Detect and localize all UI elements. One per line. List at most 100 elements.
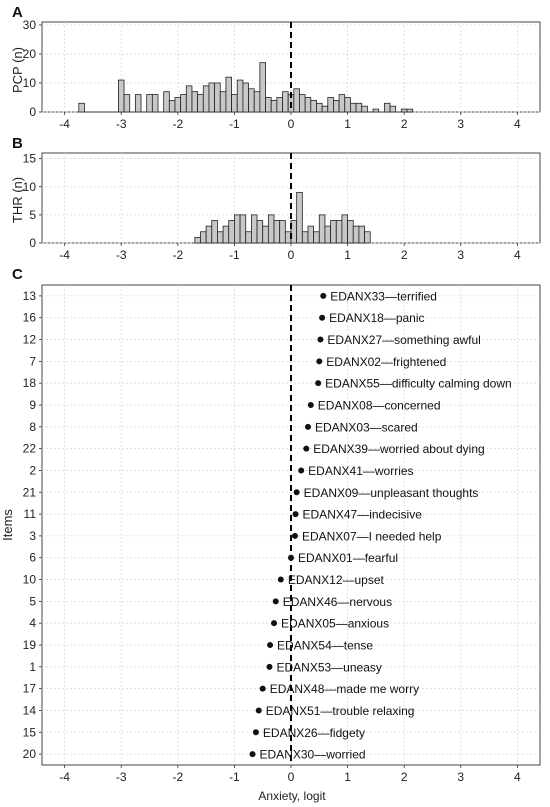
panel-c-point-label: EDANX02—frightened (326, 355, 446, 369)
panel-c-y-tick-label: 22 (23, 442, 37, 456)
panel-b-x-tick-label: -2 (172, 248, 183, 262)
panel-c-point (315, 380, 322, 387)
panel-b-bar (313, 231, 320, 244)
panel-a-bar (400, 108, 408, 113)
panel-a-bar (180, 94, 187, 113)
panel-b-bar (273, 220, 281, 244)
panel-b-x-tick-label: 1 (344, 248, 351, 262)
panel-a-bar (304, 97, 312, 113)
panel-b: B THR (n) -4 -3 -2 -1 0 1 2 3 4 0 5 10 15 (10, 135, 541, 262)
panel-b-bar (318, 214, 326, 244)
panel-b-bar (358, 225, 365, 244)
panel-a-bar (168, 99, 176, 113)
panel-a-x-tick-label: -3 (116, 117, 127, 131)
panel-c-point (320, 292, 327, 299)
panel-a-y-tick-label: 0 (29, 105, 36, 119)
panel-c-point (266, 663, 273, 670)
panel-c-y-tick-label: 2 (29, 463, 36, 477)
panel-c-point-label: EDANX46—nervous (283, 595, 392, 609)
panel-c-point-label: EDANX55—difficulty calming down (325, 377, 512, 391)
panel-b-y-tick-label: 5 (29, 208, 36, 222)
panel-c-point-label: EDANX53—uneasy (276, 660, 381, 674)
panel-a-bar (146, 94, 153, 113)
panel-c-y-tick-label: 13 (23, 289, 37, 303)
panel-a-bar (270, 99, 278, 113)
panel-a-bar (389, 105, 397, 113)
panel-c-point (255, 707, 262, 714)
panel-b-y-tick-label: 15 (23, 152, 37, 166)
panel-b-bar (239, 214, 247, 244)
panel-a-bar (265, 97, 272, 113)
panel-b-bar (347, 220, 354, 244)
panel-c-point (288, 554, 294, 561)
panel-a-bar (372, 108, 380, 113)
panel-a-bar (134, 94, 142, 113)
panel-c-point-label: EDANX26—fidgety (263, 726, 365, 740)
panel-b-bar (245, 231, 252, 244)
panel-b-bar (211, 220, 218, 244)
panel-c-point-label: EDANX47—indecisive (303, 508, 423, 522)
panel-a-bar (259, 62, 266, 113)
panel-a-y-tick-label: 20 (23, 47, 37, 61)
panel-b-x-tick-label: -4 (59, 248, 70, 262)
panel-b-x-tick-label: -3 (116, 248, 127, 262)
panel-a-label: A (12, 4, 23, 21)
panel-a-x-tick-label: 4 (514, 117, 521, 131)
panel-b-bar (262, 225, 269, 244)
panel-c-point (249, 751, 256, 758)
panel-c-point-label: EDANX07—I needed help (302, 529, 442, 543)
panel-c-y-tick-label: 16 (23, 311, 37, 325)
panel-c-point-label: EDANX33—terrified (330, 289, 437, 303)
panel-c-y-axis-label: Items (0, 509, 15, 541)
panel-b-y-axis-label: THR (n) (10, 177, 25, 223)
panel-c-point (307, 402, 314, 408)
panel-b-bar (200, 231, 207, 244)
panel-b-x-tick-label: 0 (288, 248, 295, 262)
panel-c-y-tick-label: 18 (23, 376, 37, 390)
panel-c-point-label: EDANX51—trouble relaxing (266, 704, 415, 718)
panel-b-bar (352, 225, 360, 244)
panel-c-label: C (12, 266, 23, 283)
panel-c-y-tick-label: 11 (24, 507, 37, 521)
panel-a-bar (174, 97, 182, 113)
panel-c-point (304, 423, 311, 430)
panel-b-bar (222, 225, 230, 244)
panel-a-bar (191, 91, 199, 113)
panel-a-x-tick-label: -2 (172, 117, 183, 131)
panel-b-bar (330, 220, 337, 244)
panel-a-x-tick-label: 0 (288, 117, 295, 131)
panel-b-y-tick-label: 0 (29, 236, 36, 250)
panel-c-point-label: EDANX39—worried about dying (313, 442, 484, 456)
panel-b-bar (335, 220, 343, 244)
panel-b-x-tick-label: 3 (457, 248, 464, 262)
panel-a-x-tick-label: -4 (59, 117, 70, 131)
panel-a-bar (231, 94, 238, 113)
panel-a-bar (310, 99, 317, 113)
panel-a-bar (299, 94, 306, 113)
panel-c-point-label: EDANX54—tense (277, 639, 373, 653)
panel-c-y-tick-label: 21 (23, 485, 37, 499)
panel-b-bar (250, 214, 258, 244)
panel-b-x-tick-label: 4 (514, 248, 521, 262)
panel-c-point-label: EDANX27—something awful (327, 333, 480, 347)
panel-c-point (252, 729, 259, 736)
panel-b-label: B (12, 135, 23, 152)
panel-a-x-tick-label: -1 (229, 117, 240, 131)
panel-c-point (271, 620, 278, 627)
panel-a-bar (327, 97, 334, 113)
panel-a-bar (236, 79, 244, 113)
panel-c-point-label: EDANX09—unpleasant thoughts (304, 486, 479, 500)
panel-a-bar (123, 94, 131, 113)
panel-a-bar (321, 105, 329, 113)
panel-b-bar (301, 231, 309, 244)
panel-c-point (291, 532, 298, 539)
panel-c-x-tick-label: 3 (457, 770, 464, 784)
panel-b-bar (217, 231, 224, 244)
panel-a-bar (163, 91, 170, 113)
panel-c-x-axis-label: Anxiety, logit (258, 789, 326, 803)
panel-b-bar (205, 225, 213, 244)
panel-c-y-tick-label: 7 (29, 354, 36, 368)
panel-c-y-tick-label: 6 (29, 551, 36, 565)
panel-b-bar (341, 214, 348, 244)
